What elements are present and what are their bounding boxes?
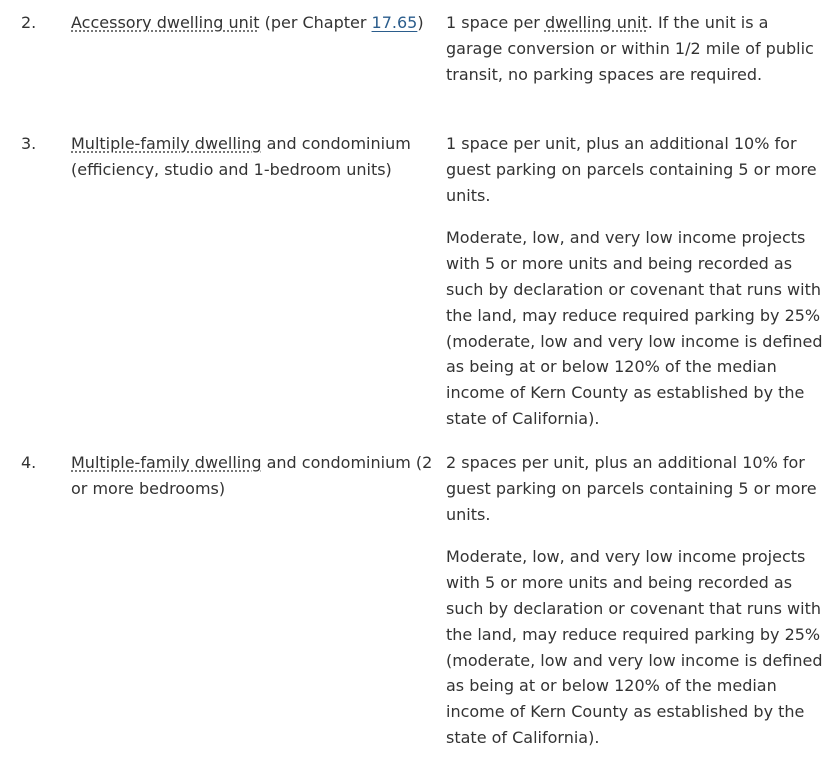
row-number: 3. (21, 134, 37, 153)
requirement-text: 1 space per (446, 13, 545, 32)
requirement-paragraph: 1 space per unit, plus an additional 10%… (446, 134, 817, 205)
land-use-cell: Accessory dwelling unit (per Chapter 17.… (71, 10, 443, 36)
definition-term-link[interactable]: Multiple-family dwelling (71, 134, 262, 153)
land-use-text: (per Chapter (259, 13, 372, 32)
definition-term-link[interactable]: Multiple-family dwelling (71, 453, 262, 472)
land-use-text: ) (417, 13, 424, 32)
requirement-paragraph: Moderate, low, and very low income proje… (446, 547, 823, 747)
requirement-paragraph: 2 spaces per unit, plus an additional 10… (446, 453, 817, 524)
requirement-text: . If the unit is a garage conversion or … (446, 13, 814, 84)
row-number: 2. (21, 13, 37, 32)
requirement-paragraph: 1 space per dwelling unit. If the unit i… (446, 10, 826, 87)
parking-requirement-cell: 1 space per unit, plus an additional 10%… (446, 131, 826, 432)
land-use-cell: Multiple-family dwelling and condominium… (71, 131, 443, 183)
parking-requirement-cell: 1 space per dwelling unit. If the unit i… (446, 10, 826, 87)
definition-term-link[interactable]: Accessory dwelling unit (71, 13, 260, 32)
land-use-cell: Multiple-family dwelling and condominium… (71, 450, 443, 502)
requirement-paragraph: Moderate, low, and very low income proje… (446, 228, 823, 428)
definition-term-link[interactable]: dwelling unit (544, 13, 648, 32)
land-use-text: and condominium (efficiency, studio and … (71, 134, 411, 179)
row-number: 4. (21, 453, 37, 472)
parking-requirement-cell: 2 spaces per unit, plus an additional 10… (446, 450, 826, 751)
land-use-text: and condominium (2 or more bedrooms) (71, 453, 433, 498)
chapter-link[interactable]: 17.65 (371, 13, 418, 32)
